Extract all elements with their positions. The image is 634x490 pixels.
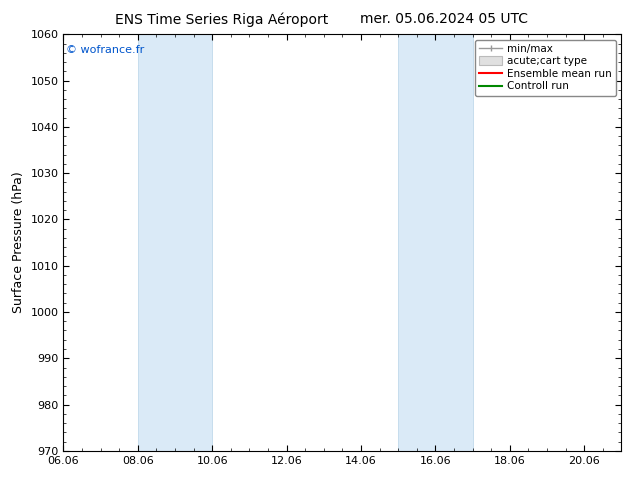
Y-axis label: Surface Pressure (hPa): Surface Pressure (hPa) — [12, 172, 25, 314]
Bar — [398, 34, 472, 451]
Text: © wofrance.fr: © wofrance.fr — [66, 45, 145, 55]
Legend: min/max, acute;cart type, Ensemble mean run, Controll run: min/max, acute;cart type, Ensemble mean … — [475, 40, 616, 96]
Bar — [138, 34, 212, 451]
Text: mer. 05.06.2024 05 UTC: mer. 05.06.2024 05 UTC — [360, 12, 527, 26]
Text: ENS Time Series Riga Aéroport: ENS Time Series Riga Aéroport — [115, 12, 328, 27]
